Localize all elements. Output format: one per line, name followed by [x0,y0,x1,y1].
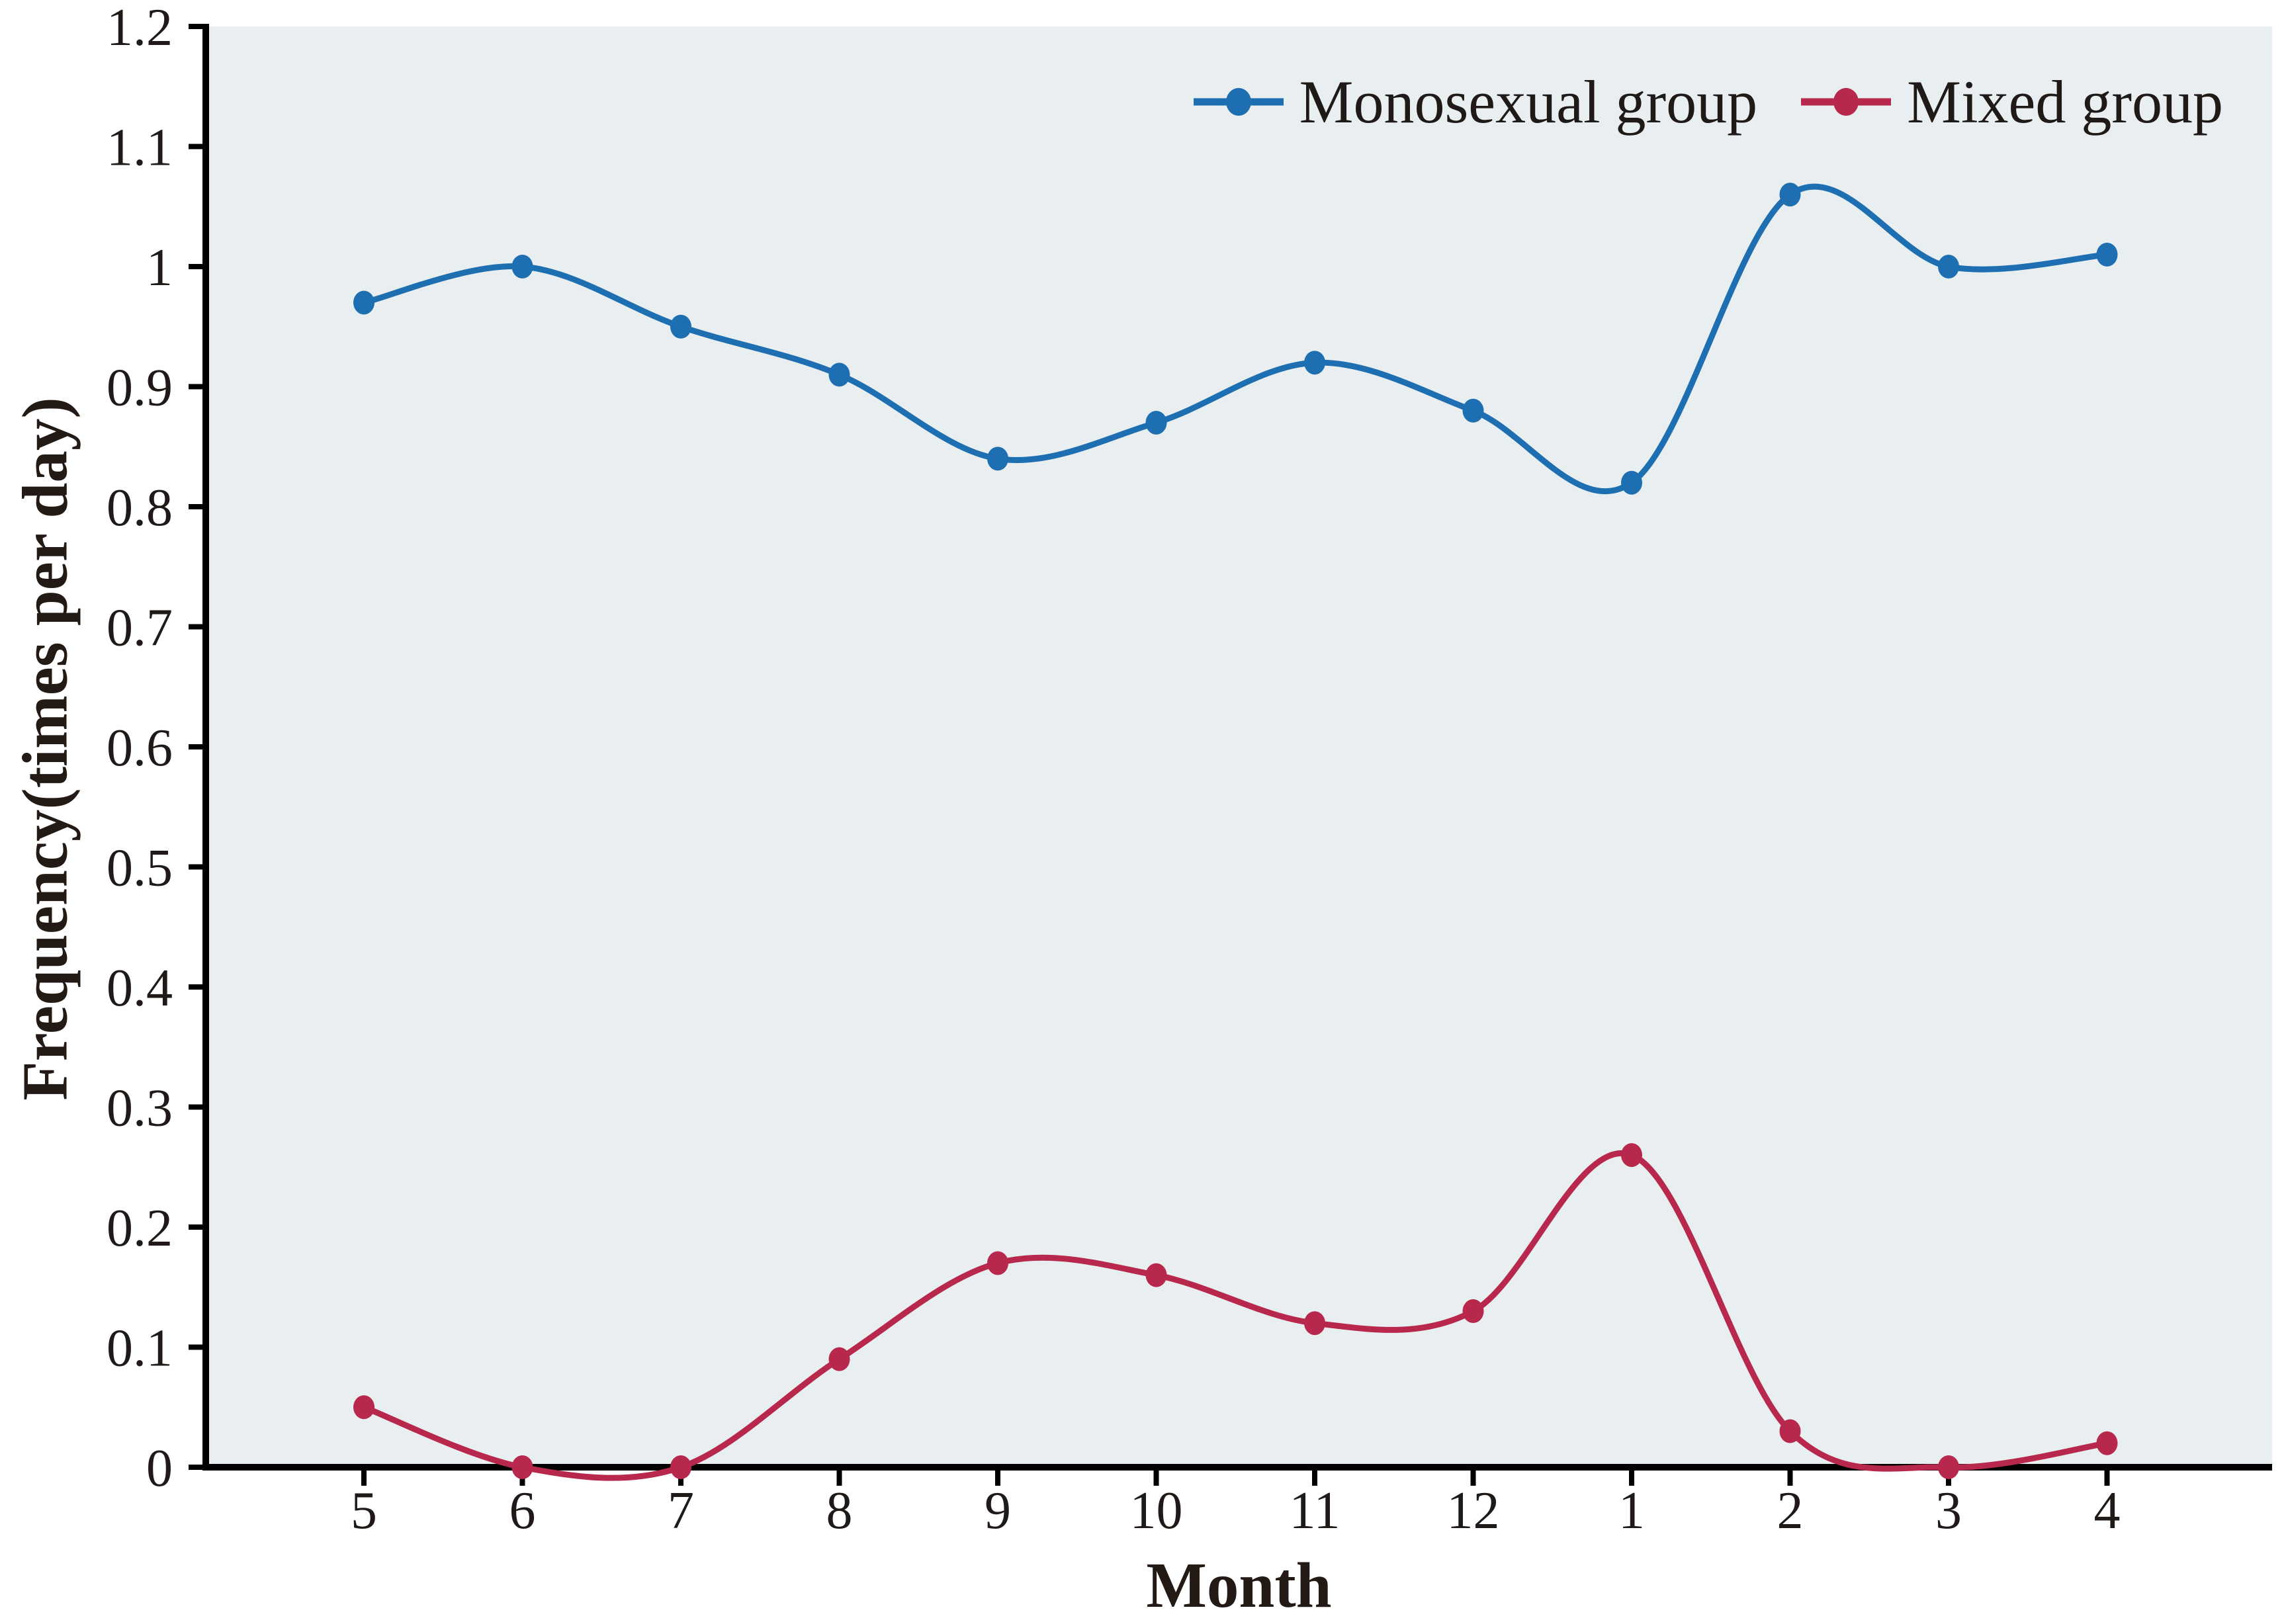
legend-label-mixed-group: Mixed group [1907,68,2223,136]
legend: Monosexual group Mixed group [1192,67,2223,136]
axis-tick-labels: 0 0.1 0.2 0.3 0.4 0.5 0.6 0.7 0.8 0.9 1 1.1 1.2 5 6 7 8 9… [107,0,2121,1540]
data-series [353,183,2118,1481]
x-tick-label: 7 [668,1482,694,1540]
x-tick-label: 4 [2094,1482,2121,1540]
y-tick-label: 0.5 [107,839,173,898]
legend-line-dot-icon [1193,88,1284,116]
data-point-marker [987,1251,1008,1275]
x-tick-label: 8 [826,1482,853,1540]
x-tick-label: 5 [351,1482,377,1540]
data-point-marker [670,1455,691,1479]
y-tick-label: 0.7 [107,599,173,658]
data-point-marker [1462,1299,1484,1324]
data-point-marker [1779,1419,1801,1443]
legend-item-mixed-group: Mixed group [1800,71,2223,132]
x-tick-label: 3 [1935,1482,1962,1540]
legend-label-monosexual-group: Monosexual group [1299,68,1758,136]
data-point-marker [987,447,1008,471]
data-point-marker [1779,183,1801,207]
data-point-marker [1938,1455,1959,1479]
y-tick-label: 1.2 [107,0,173,57]
y-tick-label: 0.4 [107,959,173,1017]
x-tick-label: 11 [1289,1482,1340,1540]
legend-item-monosexual-group: Monosexual group [1192,71,1757,132]
data-point-marker [1145,410,1167,435]
x-tick-label: 10 [1130,1482,1183,1540]
data-point-marker [1462,398,1484,423]
data-point-marker [1145,1263,1167,1287]
y-tick-label: 1 [146,239,173,297]
data-point-marker [828,1347,850,1371]
data-point-marker [353,290,374,315]
data-point-marker [1621,1143,1642,1168]
y-tick-label: 1.1 [107,119,173,177]
data-point-marker [511,1455,533,1479]
plot-panel [206,26,2272,1467]
plot-background [206,26,2272,1467]
y-tick-label: 0.3 [107,1080,173,1138]
data-point-marker [1304,351,1325,375]
x-axis-title: Month [1146,1550,1332,1621]
x-tick-label: 12 [1447,1482,1500,1540]
x-tick-label: 9 [985,1482,1011,1540]
data-point-marker [2096,242,2118,267]
data-point-marker [1938,255,1959,278]
data-point-marker [353,1395,374,1420]
data-point-marker [2096,1431,2118,1455]
data-point-marker [1304,1311,1325,1336]
x-tick-label: 1 [1618,1482,1645,1540]
data-point-marker [1621,470,1642,495]
axis-ticks [189,24,2110,1486]
y-tick-label: 0 [146,1439,173,1498]
x-tick-label: 6 [509,1482,536,1540]
series-mixed-group [353,1143,2118,1481]
legend-line-dot-icon [1801,88,1892,116]
y-tick-label: 0.6 [107,719,173,777]
y-tick-label: 0.9 [107,359,173,417]
data-point-marker [511,255,533,278]
x-tick-label: 2 [1777,1482,1804,1540]
y-tick-label: 0.2 [107,1199,173,1258]
data-point-marker [828,363,850,387]
y-axis-title: Frequency(times per day) [9,397,81,1101]
data-point-marker [670,314,691,339]
y-tick-label: 0.8 [107,479,173,537]
y-tick-label: 0.1 [107,1320,173,1378]
series-monosexual-group [353,183,2118,495]
